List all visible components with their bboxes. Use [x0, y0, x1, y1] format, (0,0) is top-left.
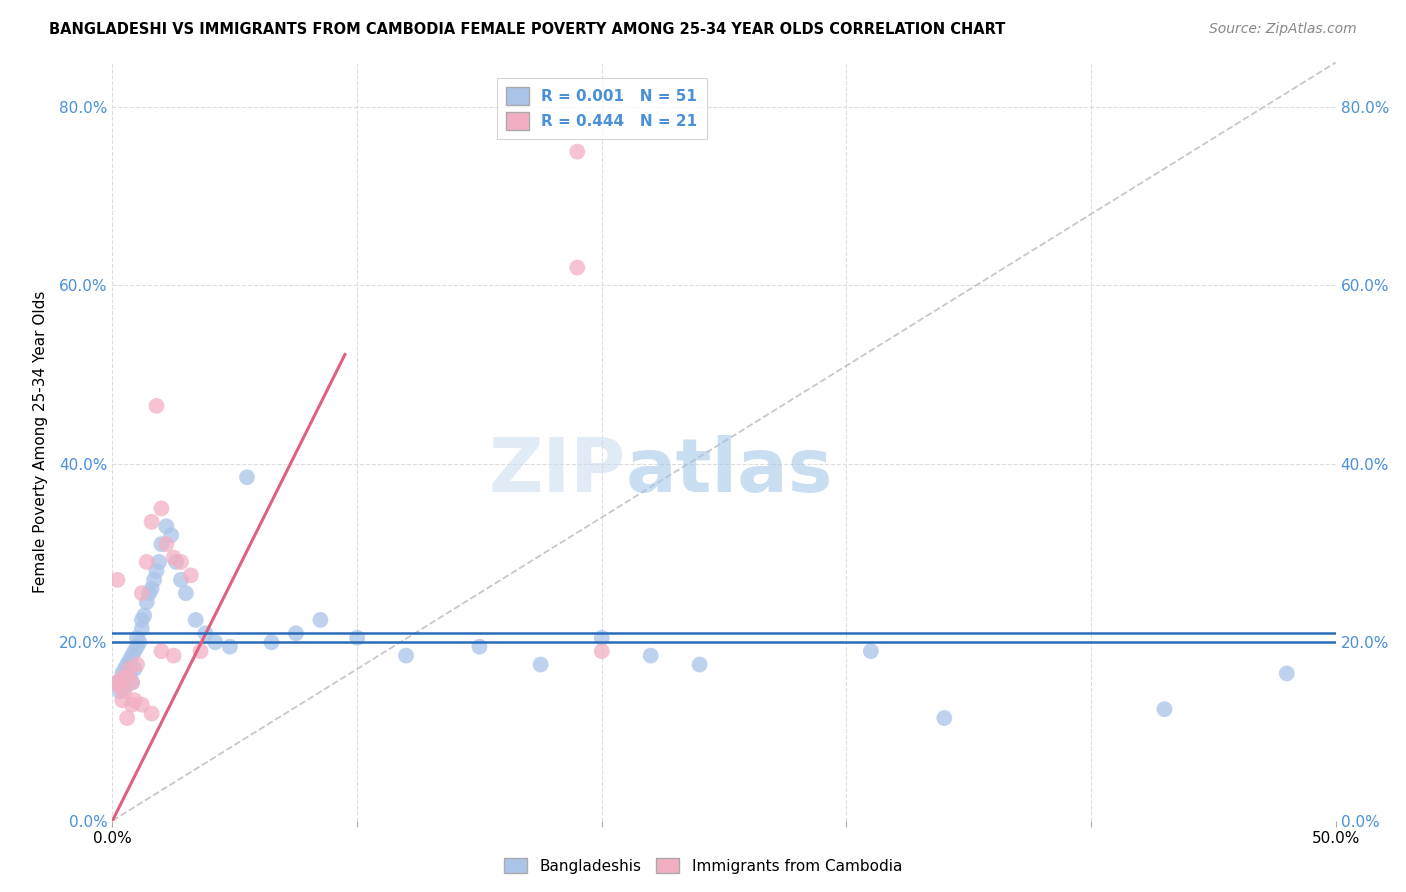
- Point: [111, 666, 134, 681]
- Point: [145, 399, 167, 413]
- Point: [111, 671, 134, 685]
- Point: [108, 684, 131, 698]
- Point: [111, 675, 134, 690]
- Point: [150, 501, 173, 516]
- Point: [105, 675, 128, 690]
- Point: [138, 586, 160, 600]
- Point: [567, 260, 589, 275]
- Point: [529, 657, 551, 672]
- Point: [180, 568, 202, 582]
- Point: [125, 657, 148, 672]
- Point: [859, 644, 882, 658]
- Point: [163, 550, 186, 565]
- Point: [1153, 702, 1175, 716]
- Point: [204, 635, 226, 649]
- Point: [121, 675, 143, 690]
- Point: [934, 711, 956, 725]
- Point: [124, 662, 146, 676]
- Point: [689, 657, 711, 672]
- Point: [591, 631, 613, 645]
- Point: [640, 648, 662, 663]
- Point: [125, 640, 148, 654]
- Point: [163, 648, 186, 663]
- Point: [591, 644, 613, 658]
- Legend: R = 0.001   N = 51, R = 0.444   N = 21: R = 0.001 N = 51, R = 0.444 N = 21: [496, 78, 707, 139]
- Point: [170, 555, 193, 569]
- Point: [150, 537, 173, 551]
- Point: [143, 573, 166, 587]
- Point: [114, 680, 136, 694]
- Point: [115, 671, 138, 685]
- Point: [128, 635, 150, 649]
- Point: [118, 666, 141, 681]
- Point: [114, 684, 136, 698]
- Point: [141, 582, 163, 596]
- Point: [284, 626, 308, 640]
- Point: [170, 573, 193, 587]
- Point: [194, 626, 217, 640]
- Point: [219, 640, 242, 654]
- Point: [260, 635, 283, 649]
- Legend: Bangladeshis, Immigrants from Cambodia: Bangladeshis, Immigrants from Cambodia: [498, 852, 908, 880]
- Point: [567, 145, 589, 159]
- Point: [121, 675, 143, 690]
- Point: [111, 693, 134, 707]
- Text: Source: ZipAtlas.com: Source: ZipAtlas.com: [1209, 22, 1357, 37]
- Point: [124, 644, 146, 658]
- Point: [115, 671, 138, 685]
- Point: [115, 711, 138, 725]
- Point: [346, 631, 368, 645]
- Point: [108, 680, 131, 694]
- Point: [135, 595, 157, 609]
- Point: [118, 662, 141, 676]
- Point: [150, 644, 173, 658]
- Point: [1275, 666, 1298, 681]
- Point: [174, 586, 197, 600]
- Point: [165, 555, 187, 569]
- Point: [160, 528, 183, 542]
- Point: [118, 653, 141, 667]
- Text: ZIP: ZIP: [489, 435, 626, 508]
- Point: [155, 537, 177, 551]
- Point: [395, 648, 418, 663]
- Point: [190, 644, 212, 658]
- Point: [134, 608, 156, 623]
- Y-axis label: Female Poverty Among 25-34 Year Olds: Female Poverty Among 25-34 Year Olds: [32, 291, 48, 592]
- Point: [124, 693, 146, 707]
- Point: [131, 622, 153, 636]
- Point: [135, 555, 157, 569]
- Point: [121, 648, 143, 663]
- Point: [121, 698, 143, 712]
- Point: [155, 519, 177, 533]
- Point: [236, 470, 259, 484]
- Point: [131, 698, 153, 712]
- Point: [184, 613, 207, 627]
- Point: [114, 662, 136, 676]
- Point: [131, 586, 153, 600]
- Point: [141, 706, 163, 721]
- Point: [468, 640, 491, 654]
- Point: [145, 564, 167, 578]
- Point: [125, 631, 148, 645]
- Point: [141, 515, 163, 529]
- Point: [105, 675, 128, 690]
- Point: [105, 573, 128, 587]
- Text: BANGLADESHI VS IMMIGRANTS FROM CAMBODIA FEMALE POVERTY AMONG 25-34 YEAR OLDS COR: BANGLADESHI VS IMMIGRANTS FROM CAMBODIA …: [49, 22, 1005, 37]
- Text: atlas: atlas: [626, 435, 834, 508]
- Point: [309, 613, 332, 627]
- Point: [148, 555, 170, 569]
- Point: [131, 613, 153, 627]
- Point: [115, 657, 138, 672]
